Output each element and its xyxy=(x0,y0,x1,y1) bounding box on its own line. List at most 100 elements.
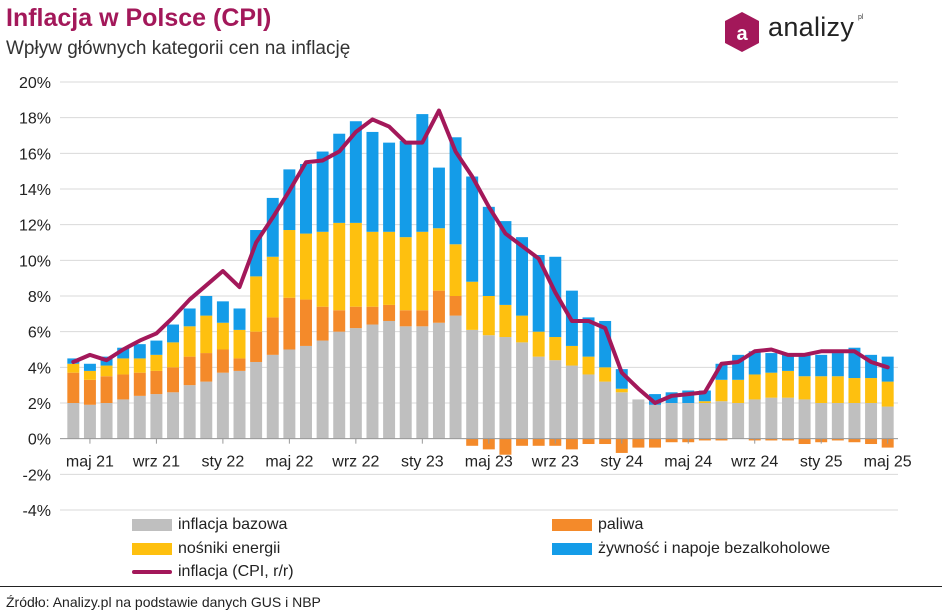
bar-food xyxy=(649,394,661,405)
bar-food xyxy=(831,353,844,377)
bar-food xyxy=(416,114,429,232)
bar-core xyxy=(383,320,396,439)
bar-fuel xyxy=(366,306,379,325)
bar-fuel xyxy=(216,349,229,373)
bar-core xyxy=(349,328,362,439)
bar-food xyxy=(83,363,96,371)
bar-core xyxy=(781,397,794,439)
bar-fuel xyxy=(283,297,296,350)
bar-energy xyxy=(416,231,429,311)
bar-energy xyxy=(599,367,612,382)
bar-core xyxy=(482,335,495,439)
bar-energy xyxy=(133,358,146,373)
bar-food xyxy=(466,176,479,282)
bar-fuel xyxy=(865,438,878,445)
svg-text:a: a xyxy=(736,23,748,45)
bar-fuel xyxy=(565,438,578,450)
bar-core xyxy=(250,361,263,439)
x-tick-label: sty 22 xyxy=(202,454,245,471)
bar-core xyxy=(366,324,379,439)
bar-food xyxy=(516,237,529,316)
bar-energy xyxy=(449,244,462,296)
bar-core xyxy=(881,406,894,439)
bar-energy xyxy=(150,354,163,371)
bar-fuel xyxy=(848,438,861,443)
source-note: Źródło: Analizy.pl na podstawie danych G… xyxy=(6,594,321,610)
bar-fuel xyxy=(665,438,678,443)
bar-energy xyxy=(499,304,512,338)
bar-core xyxy=(582,374,595,439)
bar-fuel xyxy=(266,317,279,355)
bar-core xyxy=(848,403,861,439)
bar-food xyxy=(383,142,396,232)
bar-food xyxy=(848,347,861,379)
bar-core xyxy=(466,329,479,439)
bar-food xyxy=(266,197,279,257)
bar-core xyxy=(233,370,246,439)
bar-energy xyxy=(466,281,479,330)
x-tick-label: maj 25 xyxy=(864,454,912,471)
bar-food xyxy=(432,167,445,229)
y-tick-label: -4% xyxy=(23,503,51,520)
bar-energy xyxy=(582,356,595,375)
bar-energy xyxy=(250,276,263,332)
bar-food xyxy=(300,164,312,234)
bar-fuel xyxy=(100,376,113,403)
bar-energy xyxy=(831,376,844,403)
bar-core xyxy=(416,326,429,439)
bar-energy xyxy=(698,401,711,403)
bar-fuel xyxy=(449,296,462,316)
x-tick-label: sty 25 xyxy=(800,454,843,471)
bar-energy xyxy=(100,365,113,377)
bar-fuel xyxy=(765,438,778,441)
bar-food xyxy=(233,308,246,330)
bar-energy xyxy=(283,230,296,298)
bar-energy xyxy=(399,237,412,311)
bar-food xyxy=(183,308,196,327)
bar-energy xyxy=(715,379,728,402)
y-tick-label: 2% xyxy=(28,396,51,413)
bar-food xyxy=(499,221,512,305)
bar-energy xyxy=(167,342,180,368)
bar-food xyxy=(682,390,695,403)
x-tick-label: maj 23 xyxy=(465,454,513,471)
bar-fuel xyxy=(532,438,545,446)
bar-food xyxy=(316,151,329,232)
bar-core xyxy=(698,403,711,439)
bar-food xyxy=(765,353,778,373)
bar-fuel xyxy=(582,438,595,445)
bar-energy xyxy=(266,256,279,318)
bar-core xyxy=(732,403,745,439)
bar-core xyxy=(665,403,678,439)
x-tick-label: maj 24 xyxy=(664,454,712,471)
bar-energy xyxy=(383,231,396,305)
bar-energy xyxy=(316,231,329,307)
bar-core xyxy=(532,356,545,439)
bar-fuel xyxy=(250,331,263,362)
bar-food xyxy=(349,121,362,223)
bar-core xyxy=(815,403,828,439)
bar-fuel xyxy=(383,304,396,321)
bar-core xyxy=(183,385,196,439)
bar-fuel xyxy=(615,438,628,453)
bar-energy xyxy=(300,233,312,300)
bar-food xyxy=(449,137,462,245)
y-tick-label: 14% xyxy=(19,182,51,199)
x-tick-label: wrz 23 xyxy=(531,454,579,471)
bar-fuel xyxy=(167,367,180,393)
bar-energy xyxy=(516,315,529,343)
bar-fuel xyxy=(482,438,495,450)
bar-fuel xyxy=(133,372,146,396)
bar-core xyxy=(399,326,412,439)
bar-food xyxy=(549,256,562,338)
source-divider xyxy=(0,586,942,587)
bar-food xyxy=(615,369,628,389)
bar-core xyxy=(865,403,878,439)
brand-logo[interactable]: a analizy pl xyxy=(722,10,922,56)
y-tick-label: -2% xyxy=(23,467,51,484)
bar-food xyxy=(399,140,412,238)
bar-fuel xyxy=(416,310,429,327)
bar-core xyxy=(765,397,778,439)
bar-food xyxy=(283,169,296,231)
bar-food xyxy=(599,320,612,368)
